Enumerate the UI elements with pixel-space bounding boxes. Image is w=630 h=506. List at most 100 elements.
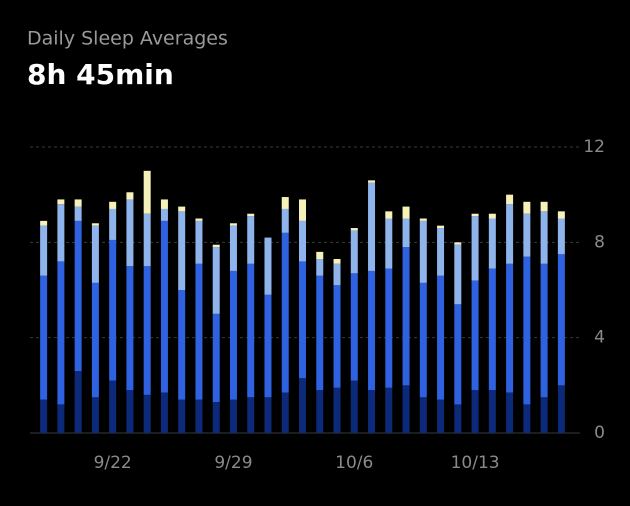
x-tick-label: 10/6 (335, 453, 373, 473)
bar-segment (160, 220, 168, 393)
bar-segment (229, 225, 237, 271)
bar-segment (419, 220, 427, 283)
bar-segment (506, 392, 514, 433)
x-tick-label: 9/29 (214, 453, 252, 473)
bar-segment (402, 206, 410, 219)
bar-segment (143, 266, 151, 395)
bar-segment (523, 404, 531, 433)
bar-segment (195, 263, 203, 400)
bar-segment (264, 397, 272, 433)
bar-segment (437, 225, 445, 229)
bar-segment (368, 180, 376, 183)
bar-segment (316, 259, 324, 276)
x-tick-label: 9/22 (94, 453, 132, 473)
bar-segment (540, 263, 548, 398)
bar-segment (143, 213, 151, 267)
bar-segment (454, 244, 462, 305)
bar-segment (247, 213, 255, 217)
bar-segment (437, 228, 445, 276)
bar-segment (57, 199, 65, 205)
bar-segment (143, 170, 151, 214)
bar-segment (540, 201, 548, 212)
bar-segment (316, 390, 324, 433)
bar-segment (74, 371, 82, 433)
bar-segment (178, 399, 186, 433)
bar-segment (143, 394, 151, 433)
x-tick-label: 10/13 (451, 453, 500, 473)
bar-segment (506, 204, 514, 264)
bar-segment (57, 204, 65, 262)
y-tick-label: 12 (583, 137, 605, 157)
bar-segment (91, 397, 99, 433)
bar-segment (316, 251, 324, 260)
bar-segment (264, 294, 272, 398)
bar-segment (471, 213, 479, 217)
bar-segment (40, 220, 48, 226)
bar-segment (229, 270, 237, 400)
bar-segment (247, 397, 255, 433)
bar-segment (333, 387, 341, 433)
bar-segment (385, 268, 393, 388)
bar-segment (402, 385, 410, 433)
bar-segment (333, 263, 341, 286)
bar-segment (229, 223, 237, 226)
bar-segment (281, 197, 289, 209)
bar-segment (57, 261, 65, 405)
bar-segment (178, 211, 186, 290)
bar-segment (385, 387, 393, 433)
bar-segment (350, 228, 358, 231)
bar-segment (506, 194, 514, 205)
bar-segment (368, 182, 376, 271)
bar-segment (419, 397, 427, 433)
bar-segment (212, 313, 220, 403)
bar-segment (281, 232, 289, 393)
bar-segment (368, 390, 376, 433)
bar-segment (333, 259, 341, 264)
bar-segment (557, 218, 565, 255)
bar-segment (281, 392, 289, 433)
bar-segment (109, 208, 117, 240)
bar-segment (40, 399, 48, 433)
bar-segment (506, 263, 514, 393)
bar-segment (471, 280, 479, 391)
y-tick-label: 8 (594, 232, 605, 252)
bar-segment (299, 378, 306, 433)
bar-segment (229, 399, 237, 433)
bar-segment (126, 266, 134, 391)
bar-segment (557, 385, 565, 433)
bar-segment (74, 206, 82, 221)
bar-segment (178, 206, 186, 212)
bar-segment (126, 390, 134, 433)
bar-segment (350, 230, 358, 274)
bar-segment (91, 282, 99, 398)
bar-segment (160, 392, 168, 433)
bar-segment (281, 208, 289, 233)
bar-segment (247, 263, 255, 398)
bar-segment (488, 218, 496, 269)
bar-segment (195, 399, 203, 433)
bar-segment (333, 285, 341, 388)
bar-segment (160, 199, 168, 209)
bar-segment (523, 256, 531, 405)
bar-segment (126, 192, 134, 200)
bar-segment (57, 404, 65, 433)
y-tick-label: 0 (594, 423, 605, 443)
bar-segment (385, 218, 393, 269)
bar-segment (540, 397, 548, 433)
bar-segment (540, 211, 548, 264)
bar-segment (557, 254, 565, 386)
bar-segment (419, 282, 427, 398)
bar-segment (488, 268, 496, 391)
title: Daily Sleep Averages (27, 28, 228, 50)
bar-segment (74, 220, 82, 372)
bar-segment (212, 247, 220, 314)
bar-segment (385, 211, 393, 219)
bar-segment (160, 208, 168, 221)
bar-segment (437, 275, 445, 400)
bar-segment (557, 211, 565, 219)
bar-segment (91, 223, 99, 226)
bar-segment (247, 216, 255, 264)
bar-segment (264, 237, 272, 295)
bar-segment (471, 390, 479, 433)
bar-segment (178, 290, 186, 400)
